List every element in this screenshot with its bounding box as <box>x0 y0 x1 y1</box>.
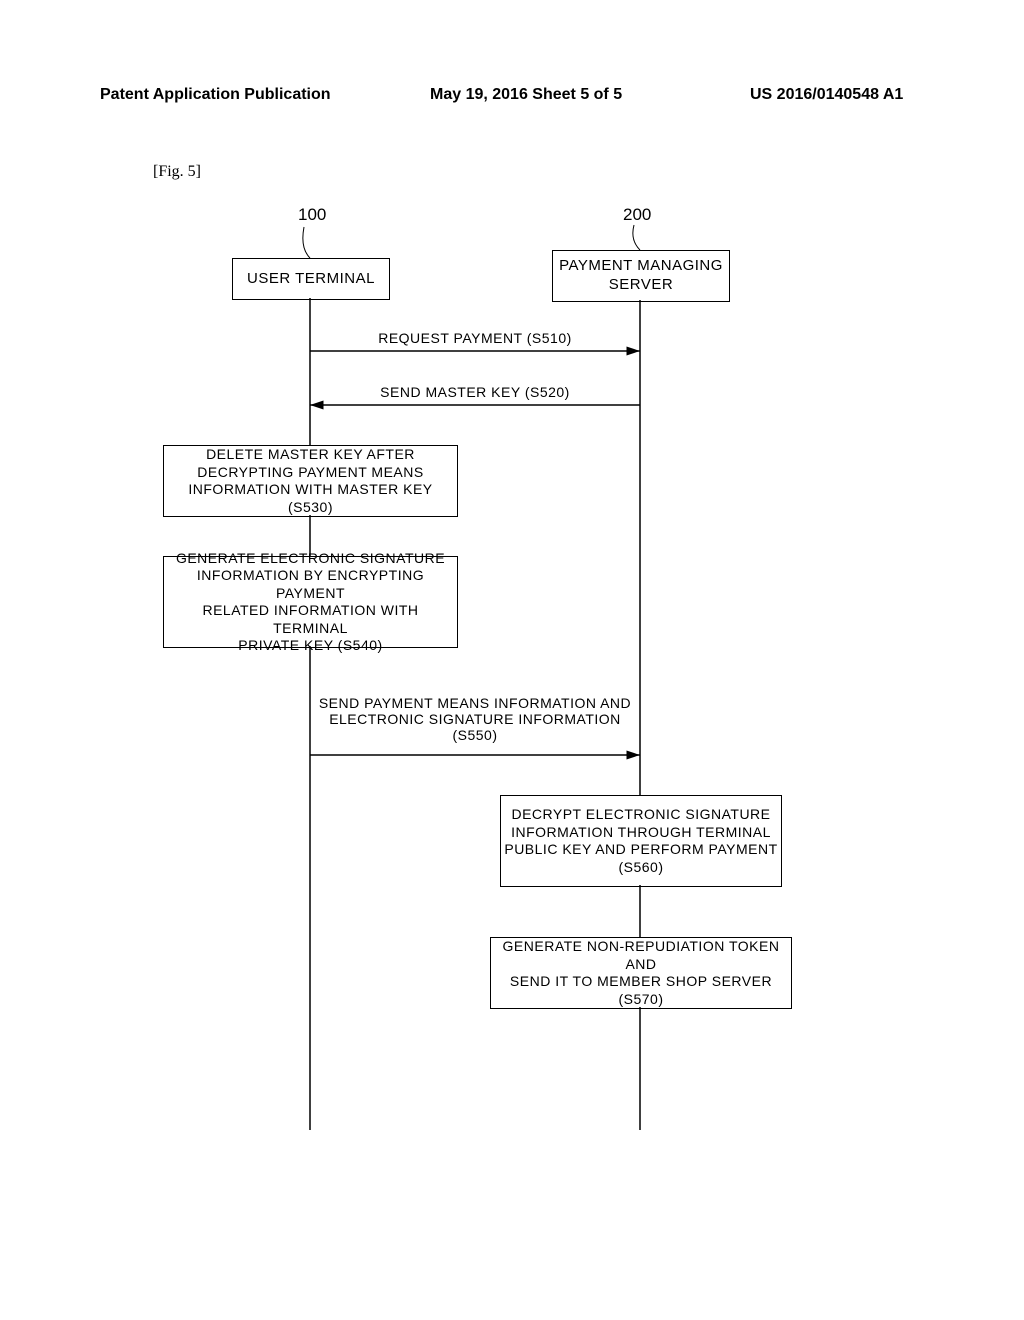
s530-l2: DECRYPTING PAYMENT MEANS <box>197 464 423 482</box>
s570-l1: GENERATE NON-REPUDIATION TOKEN AND <box>491 938 791 973</box>
s510-text: REQUEST PAYMENT (S510) <box>378 330 572 346</box>
s560-l2: INFORMATION THROUGH TERMINAL <box>511 824 771 842</box>
s560-l4: (S560) <box>618 859 663 877</box>
arrow-s520-label: SEND MASTER KEY (S520) <box>310 384 640 400</box>
s560-l3: PUBLIC KEY AND PERFORM PAYMENT <box>504 841 777 859</box>
step-s570-box: GENERATE NON-REPUDIATION TOKEN AND SEND … <box>490 937 792 1009</box>
user-terminal-label: USER TERMINAL <box>247 270 375 289</box>
s560-l1: DECRYPT ELECTRONIC SIGNATURE <box>511 806 770 824</box>
server-label-l1: PAYMENT MANAGING <box>559 257 723 276</box>
user-terminal-box: USER TERMINAL <box>232 258 390 300</box>
s530-l3: INFORMATION WITH MASTER KEY (S530) <box>164 481 457 516</box>
s540-l4: PRIVATE KEY (S540) <box>238 637 382 655</box>
s550-l1: SEND PAYMENT MEANS INFORMATION AND <box>310 695 640 711</box>
step-s530-box: DELETE MASTER KEY AFTER DECRYPTING PAYME… <box>163 445 458 517</box>
s570-l2: SEND IT TO MEMBER SHOP SERVER <box>510 973 772 991</box>
s570-l3: (S570) <box>618 991 663 1009</box>
s550-l3: (S550) <box>310 727 640 743</box>
s540-l1: GENERATE ELECTRONIC SIGNATURE <box>176 550 445 568</box>
diagram-svg <box>0 0 1024 1320</box>
s530-l1: DELETE MASTER KEY AFTER <box>206 446 415 464</box>
step-s540-box: GENERATE ELECTRONIC SIGNATURE INFORMATIO… <box>163 556 458 648</box>
step-s560-box: DECRYPT ELECTRONIC SIGNATURE INFORMATION… <box>500 795 782 887</box>
server-label-l2: SERVER <box>609 276 673 295</box>
arrow-s550-label: SEND PAYMENT MEANS INFORMATION AND ELECT… <box>310 695 640 743</box>
s520-text: SEND MASTER KEY (S520) <box>380 384 570 400</box>
server-box: PAYMENT MANAGING SERVER <box>552 250 730 302</box>
s540-l3: RELATED INFORMATION WITH TERMINAL <box>164 602 457 637</box>
s550-l2: ELECTRONIC SIGNATURE INFORMATION <box>310 711 640 727</box>
arrow-s510-label: REQUEST PAYMENT (S510) <box>310 330 640 346</box>
s540-l2: INFORMATION BY ENCRYPTING PAYMENT <box>164 567 457 602</box>
